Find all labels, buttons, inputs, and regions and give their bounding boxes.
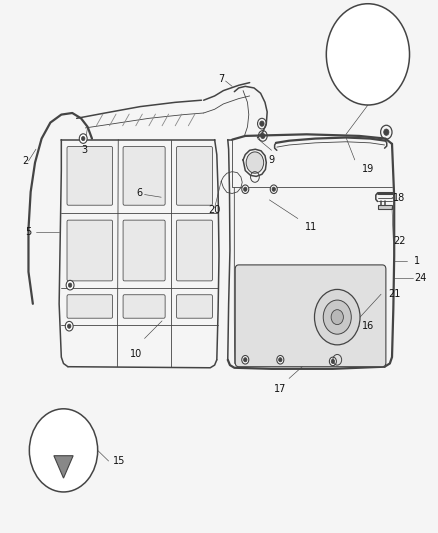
FancyBboxPatch shape xyxy=(123,147,165,205)
Circle shape xyxy=(67,324,71,328)
Circle shape xyxy=(331,359,335,364)
Circle shape xyxy=(246,152,264,173)
Text: 15: 15 xyxy=(113,456,126,466)
Circle shape xyxy=(65,321,73,331)
Circle shape xyxy=(272,187,276,191)
Text: 3: 3 xyxy=(81,146,87,155)
Circle shape xyxy=(29,409,98,492)
FancyBboxPatch shape xyxy=(67,295,113,318)
Circle shape xyxy=(279,358,282,362)
Circle shape xyxy=(260,121,264,126)
Circle shape xyxy=(242,185,249,193)
Text: 2: 2 xyxy=(22,156,28,166)
Circle shape xyxy=(331,310,343,325)
Circle shape xyxy=(277,356,284,364)
Polygon shape xyxy=(378,205,392,209)
Text: 6: 6 xyxy=(136,188,142,198)
Circle shape xyxy=(79,134,87,143)
Text: 19: 19 xyxy=(386,39,398,48)
Circle shape xyxy=(242,356,249,364)
Text: 20: 20 xyxy=(208,205,221,215)
FancyBboxPatch shape xyxy=(67,220,113,281)
Circle shape xyxy=(270,185,277,193)
Text: 11: 11 xyxy=(305,222,317,231)
Circle shape xyxy=(261,133,265,139)
Text: 18: 18 xyxy=(393,193,406,203)
Text: 21: 21 xyxy=(388,289,400,299)
Circle shape xyxy=(323,300,351,334)
FancyBboxPatch shape xyxy=(177,295,212,318)
FancyBboxPatch shape xyxy=(235,265,386,367)
Text: 16: 16 xyxy=(362,321,374,331)
Text: 1: 1 xyxy=(414,256,420,266)
Text: 9: 9 xyxy=(268,155,275,165)
Text: 10: 10 xyxy=(130,350,142,359)
Circle shape xyxy=(244,358,247,362)
Text: 24: 24 xyxy=(414,273,427,283)
FancyBboxPatch shape xyxy=(67,147,113,205)
Circle shape xyxy=(314,289,360,345)
Polygon shape xyxy=(54,456,73,478)
Text: 7: 7 xyxy=(218,74,224,84)
Circle shape xyxy=(329,357,336,366)
FancyBboxPatch shape xyxy=(123,220,165,281)
FancyBboxPatch shape xyxy=(177,147,212,205)
FancyBboxPatch shape xyxy=(123,295,165,318)
Circle shape xyxy=(326,4,410,105)
FancyBboxPatch shape xyxy=(177,220,212,281)
Circle shape xyxy=(81,136,85,141)
Text: 5: 5 xyxy=(25,227,32,237)
Circle shape xyxy=(68,283,72,287)
Text: 19: 19 xyxy=(362,165,374,174)
Circle shape xyxy=(384,129,389,135)
Circle shape xyxy=(66,280,74,290)
Text: 17: 17 xyxy=(274,384,286,394)
Circle shape xyxy=(244,187,247,191)
Text: 22: 22 xyxy=(393,236,406,246)
